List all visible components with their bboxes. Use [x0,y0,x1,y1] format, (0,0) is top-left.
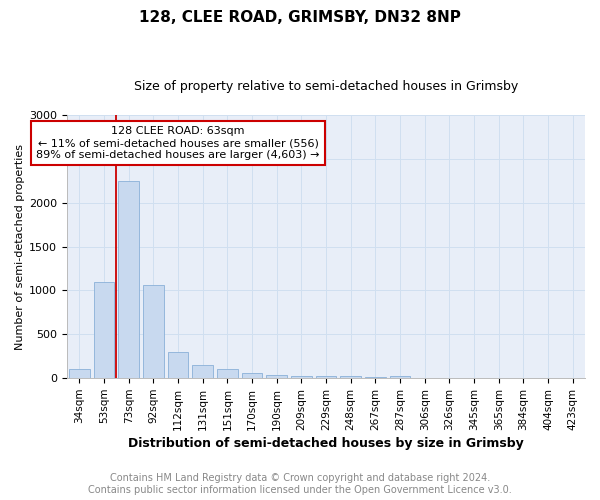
Text: 128 CLEE ROAD: 63sqm
← 11% of semi-detached houses are smaller (556)
89% of semi: 128 CLEE ROAD: 63sqm ← 11% of semi-detac… [36,126,320,160]
Bar [143,285,164,378]
Text: Contains HM Land Registry data © Crown copyright and database right 2024.
Contai: Contains HM Land Registry data © Crown c… [88,474,512,495]
Bar [365,377,386,378]
Bar [266,374,287,378]
Text: 128, CLEE ROAD, GRIMSBY, DN32 8NP: 128, CLEE ROAD, GRIMSBY, DN32 8NP [139,10,461,25]
Bar [389,376,410,378]
Bar [192,364,213,378]
X-axis label: Distribution of semi-detached houses by size in Grimsby: Distribution of semi-detached houses by … [128,437,524,450]
Bar [167,352,188,378]
Bar [291,376,312,378]
Bar [217,370,238,378]
Title: Size of property relative to semi-detached houses in Grimsby: Size of property relative to semi-detach… [134,80,518,93]
Bar [118,181,139,378]
Bar [69,368,90,378]
Y-axis label: Number of semi-detached properties: Number of semi-detached properties [15,144,25,350]
Bar [316,376,337,378]
Bar [242,374,262,378]
Bar [340,376,361,378]
Bar [94,282,115,378]
